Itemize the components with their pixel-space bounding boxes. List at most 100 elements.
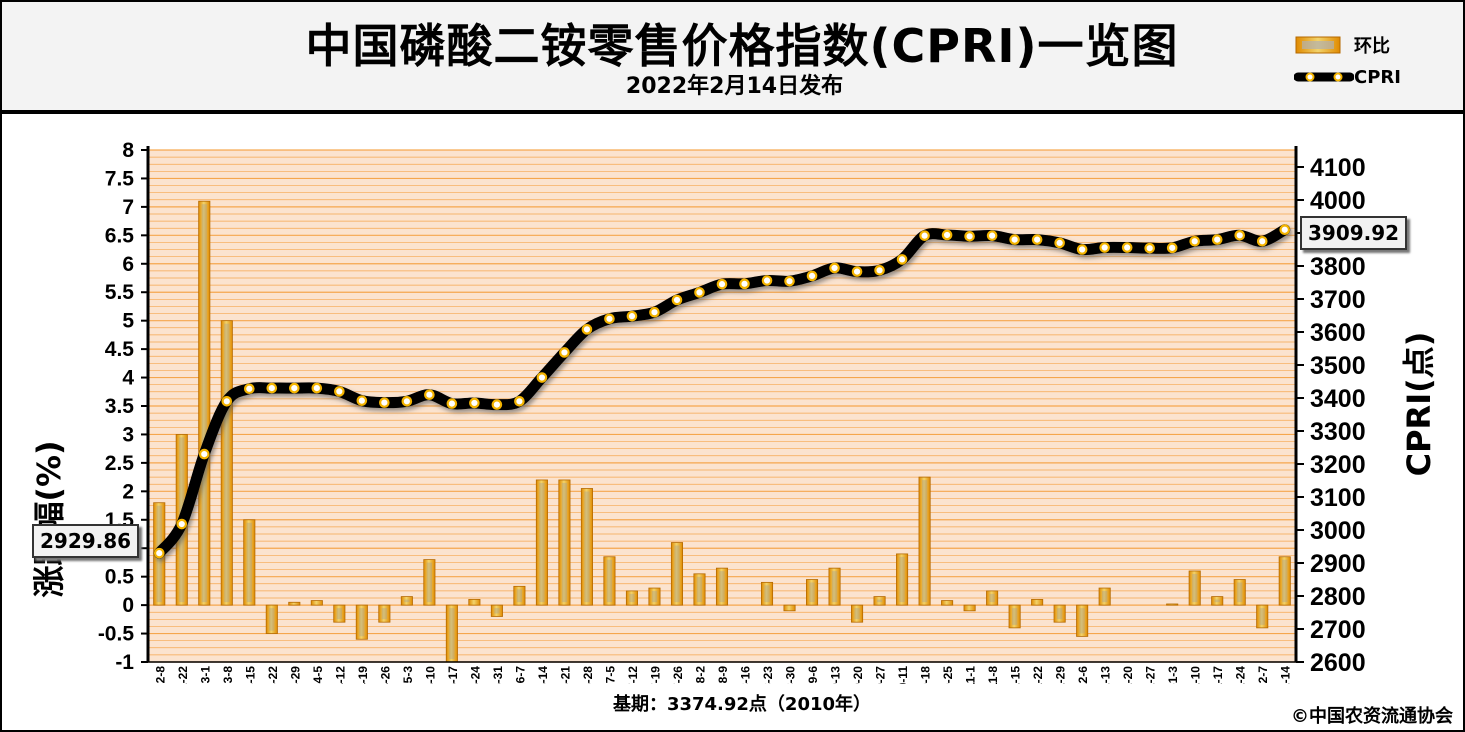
x-tick-label: 3-15 [243,666,257,684]
bar-1-24 [1233,579,1246,606]
x-tick-label: 6-28 [581,666,595,684]
bar-2-14 [1278,556,1291,606]
bar-8-2 [693,573,706,606]
x-tick-label: 8-16 [739,666,753,684]
cpri-point-6-21 [559,347,570,358]
bar-2-7 [1256,604,1269,629]
bar-11-29 [1053,604,1066,623]
x-tick-label: 7-19 [648,666,662,684]
x-tick-label: 3-29 [288,666,302,684]
x-tick-label: 5-31 [491,666,505,684]
bar-7-26 [670,542,684,606]
left-tick-label: 2 [122,480,134,503]
x-tick-label: 8-23 [761,666,775,684]
cpri-point-2-14 [1279,224,1291,236]
bar-5-31 [490,604,503,617]
bar-inner-7-19 [651,591,658,603]
cpri-point-12-20 [1121,242,1133,253]
bar-inner-4-19 [359,608,365,637]
bar-6-14 [535,479,548,606]
cpri-point-5-24 [469,397,480,409]
legend-bar-label: 环比 [1354,36,1390,57]
cpri-point-8-16 [739,278,750,290]
bar-9-20 [851,604,864,623]
bar-8-23 [760,581,774,606]
bar-7-12 [625,590,638,606]
cpri-point-3-15 [243,383,255,395]
bar-4-19 [355,604,368,640]
cpri-point-1-10 [1189,235,1201,247]
cpri-point-7-5 [604,313,615,325]
x-tick-label: 10-11 [896,666,910,684]
cpri-point-10-25 [941,229,953,241]
x-tick-label: 3-22 [266,666,280,684]
cpri-point-4-5 [311,382,323,394]
bar-9-13 [828,567,841,606]
left-axis-title: 涨跌幅(%) [30,440,68,597]
cpri-point-4-12 [334,386,345,397]
cpri-point-4-26 [379,397,390,408]
right-tick-label: 3800 [1310,253,1366,281]
start-value-callout: 2929.86 [32,524,140,558]
x-tick-label: 2022-1-3 [1166,666,1180,684]
left-tick-label: 5.5 [105,281,135,304]
bar-inner-11-29 [1057,608,1063,620]
x-tick-label: 7-12 [626,666,640,684]
legend-line-swatch [1294,72,1354,82]
bar-6-28 [580,488,593,606]
bar-inner-9-6 [809,582,815,603]
right-tick-label: 2900 [1310,550,1366,578]
cpri-point-3-29 [289,382,300,394]
bar-inner-5-31 [494,608,500,614]
bar-4-5 [310,600,323,606]
x-tick-label: 1-17 [1211,666,1225,684]
bar-inner-5-3 [404,599,410,603]
right-tick-label: 2800 [1310,583,1366,611]
chart-legend: 环比 CPRI [1294,30,1454,100]
bar-11-8 [986,590,999,606]
bar-inner-8-2 [696,576,703,603]
bar-inner-8-9 [719,571,725,603]
cpri-point-6-28 [581,324,593,335]
cpri-point-11-1 [964,231,975,242]
left-tick-label: 2.5 [105,452,135,475]
legend-bar-swatch [1295,36,1341,54]
x-tick-label: 9-6 [806,666,820,684]
cpri-point-5-3 [401,395,413,407]
left-tick-label: 7.5 [105,167,135,190]
end-value-callout: 3909.92 [1300,216,1408,250]
cpri-point-11-29 [1054,237,1065,249]
right-tick-label: 3400 [1310,385,1366,413]
bar-4-26 [378,604,391,623]
bar-3-29 [288,601,301,606]
bar-inner-1-17 [1214,599,1220,603]
cpri-point-5-10 [424,389,435,400]
cpri-point-2-7 [1256,235,1268,247]
cpri-point-6-14 [536,372,548,383]
bar-8-9 [715,567,729,606]
left-tick-label: 4 [122,367,134,390]
x-tick-label: 9-13 [829,666,843,684]
bar-inner-3-22 [269,608,275,631]
cpri-point-9-27 [874,264,885,276]
cpri-point-7-19 [649,306,660,318]
right-tick-label: 3600 [1310,319,1366,347]
x-tick-label: 1-24 [1234,666,1248,684]
bar-inner-3-1 [201,204,207,603]
x-tick-label: 5-24 [468,666,482,684]
bar-inner-7-5 [606,559,613,603]
right-tick-label: 3700 [1310,286,1366,314]
bar-inner-6-21 [561,482,568,603]
x-tick-label: 7-5 [603,666,617,684]
chart-subtitle: 2022年2月14日发布 [625,74,844,99]
bar-5-24 [468,599,481,606]
cpri-point-9-13 [829,262,840,274]
x-tick-label: 10-25 [941,666,955,684]
x-tick-label: 2-22 [176,666,190,684]
cpri-point-6-7 [514,395,525,407]
x-tick-label: 9-20 [851,666,865,684]
x-tick-label: 12-13 [1099,666,1113,684]
x-tick-label: 4-5 [311,666,325,684]
x-tick-label: 11-1 [964,666,978,684]
